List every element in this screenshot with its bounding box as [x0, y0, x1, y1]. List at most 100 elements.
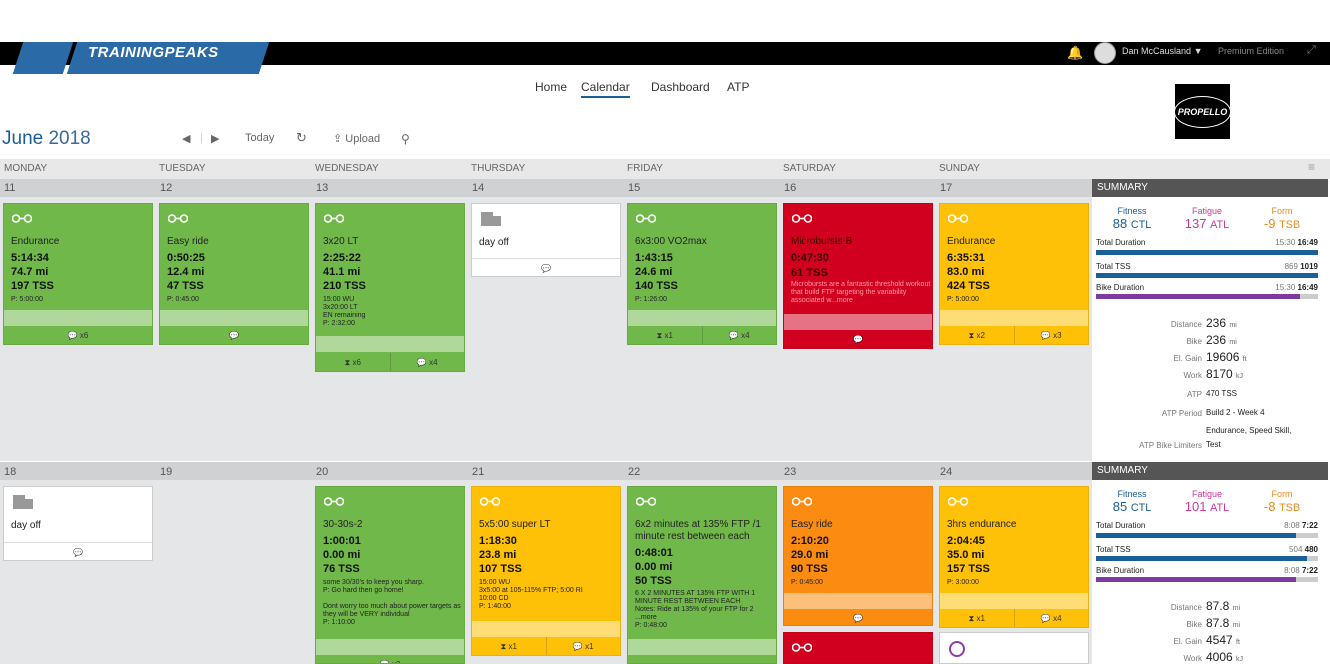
- date-number: 17: [940, 182, 953, 194]
- attachments-count[interactable]: ⧗ x1: [656, 331, 673, 340]
- workout-tss: 61 TSS: [791, 267, 828, 279]
- comments-count[interactable]: 💬 x4: [389, 353, 465, 371]
- workout-card[interactable]: Easy ride 0:50:25 12.4 mi 47 TSS P: 0:45…: [159, 203, 309, 345]
- day-off-card[interactable]: day off 💬: [3, 486, 153, 561]
- user-menu[interactable]: Dan McCausland ▼: [1122, 46, 1202, 56]
- workout-planned: P: 5:00:00: [11, 296, 43, 303]
- atp-value: 470 TSS: [1206, 389, 1237, 398]
- prev-week-button[interactable]: ◀: [182, 133, 191, 145]
- day-off-title: day off: [479, 237, 509, 248]
- workout-card[interactable]: 5x5:00 super LT 1:18:30 23.8 mi 107 TSS …: [471, 486, 621, 656]
- expand-icon[interactable]: ⤢: [1307, 44, 1316, 56]
- day-off-card[interactable]: day off 💬: [471, 203, 621, 277]
- workout-footer[interactable]: ⧗ x6 💬 x4: [316, 353, 465, 371]
- workout-duration: 1:43:15: [635, 252, 673, 264]
- upload-button[interactable]: ⇪ Upload: [333, 132, 380, 145]
- attachments-count[interactable]: ⧗ x1: [500, 642, 517, 651]
- day-label: TUESDAY: [159, 163, 206, 174]
- workout-card[interactable]: [783, 632, 933, 664]
- today-button[interactable]: Today: [245, 132, 275, 144]
- nav-atp[interactable]: ATP: [727, 80, 750, 94]
- nav-home[interactable]: Home: [535, 80, 568, 94]
- comment-icon[interactable]: 💬: [853, 614, 863, 623]
- workout-card[interactable]: 6x3:00 VO2max 1:43:15 24.6 mi 140 TSS P:…: [627, 203, 777, 345]
- workout-card[interactable]: [939, 632, 1089, 664]
- comments-count[interactable]: 💬 x3: [1013, 326, 1089, 344]
- workout-tss: 107 TSS: [479, 563, 522, 575]
- nav-dashboard[interactable]: Dashboard: [651, 80, 710, 94]
- workout-footer[interactable]: 💬 x6: [4, 326, 152, 344]
- workout-planned: P: 5:00:00: [947, 296, 979, 303]
- workout-footer[interactable]: ⧗ x1 💬 x4: [628, 326, 777, 344]
- comments-count[interactable]: 💬 x1: [545, 637, 621, 655]
- workout-description: Microbursts are a fantastic threshold wo…: [791, 281, 931, 304]
- attachments-count[interactable]: ⧗ x2: [968, 331, 985, 340]
- workout-tss: 50 TSS: [635, 575, 672, 587]
- comment-icon[interactable]: 💬: [73, 548, 83, 557]
- bike-duration-row: Bike Duration 15:30 16:49: [1096, 283, 1318, 292]
- workout-card[interactable]: 6x2 minutes at 135% FTP /1 minute rest b…: [627, 486, 777, 664]
- comment-icon[interactable]: 💬: [853, 335, 863, 344]
- attachments-count[interactable]: ⧗ x1: [968, 614, 985, 623]
- workout-card[interactable]: Endurance 6:35:31 83.0 mi 424 TSS P: 5:0…: [939, 203, 1089, 345]
- workout-duration: 2:10:20: [791, 535, 829, 547]
- workout-tss: 76 TSS: [323, 563, 360, 575]
- workout-footer[interactable]: ⧗ x1 💬 x1: [472, 637, 621, 655]
- bike-icon: [636, 214, 656, 223]
- day-off-title: day off: [11, 520, 41, 531]
- workout-title: 3hrs endurance: [947, 519, 1017, 530]
- menu-icon[interactable]: ≡: [1308, 160, 1316, 174]
- workout-title: Easy ride: [791, 519, 833, 530]
- search-icon[interactable]: ⚲: [401, 132, 410, 146]
- app-logo[interactable]: TRAININGPEAKS: [88, 44, 219, 61]
- workout-distance: 41.1 mi: [323, 266, 361, 278]
- workout-tss: 210 TSS: [323, 280, 366, 292]
- nav-calendar[interactable]: Calendar: [581, 80, 630, 98]
- distance-label: Distance: [1170, 603, 1202, 612]
- workout-footer[interactable]: ⧗ x1 💬 x4: [940, 609, 1089, 627]
- refresh-icon[interactable]: ↻: [296, 130, 307, 145]
- workout-footer[interactable]: 💬 x2: [316, 655, 464, 663]
- comments-count[interactable]: 💬 x4: [1013, 609, 1089, 627]
- workout-card[interactable]: Endurance 5:14:34 74.7 mi 197 TSS P: 5:0…: [3, 203, 153, 345]
- workout-graph: [628, 310, 776, 326]
- notification-bell-icon[interactable]: 🔔: [1067, 45, 1084, 60]
- workout-card[interactable]: Easy ride 2:10:20 29.0 mi 90 TSS P: 0:45…: [783, 486, 933, 626]
- comment-icon[interactable]: 💬: [541, 264, 551, 273]
- card-footer[interactable]: 💬: [472, 258, 620, 276]
- workout-card[interactable]: Microbursts B 0:47:30 61 TSS Microbursts…: [783, 203, 933, 349]
- workout-duration: 6:35:31: [947, 252, 985, 264]
- bike-duration-progress: [1096, 577, 1318, 582]
- tss-progress: [1096, 273, 1318, 278]
- day-label: THURSDAY: [471, 163, 526, 174]
- bike-icon: [480, 497, 500, 506]
- top-bar: [0, 42, 1330, 65]
- comment-icon: 💬: [67, 331, 78, 340]
- workout-duration: 5:14:34: [11, 252, 49, 264]
- comments-count[interactable]: 💬 x6: [67, 331, 89, 340]
- workout-card[interactable]: 30-30s-2 1:00:01 0.00 mi 76 TSS some 30/…: [315, 486, 465, 664]
- distance-value: 236 mi: [1206, 316, 1237, 330]
- comments-count[interactable]: 💬 x4: [701, 326, 777, 344]
- workout-footer[interactable]: 💬: [160, 326, 308, 344]
- date-number: 16: [784, 182, 797, 194]
- workout-footer[interactable]: 💬: [784, 330, 932, 348]
- comment-icon[interactable]: 💬: [229, 331, 239, 340]
- workout-title: Endurance: [947, 236, 996, 247]
- comments-count[interactable]: 💬 x2: [316, 655, 464, 663]
- date-band: [0, 462, 1092, 480]
- form-metric: Form -8 TSB: [1263, 489, 1301, 514]
- elevation-label: El. Gain: [1173, 354, 1202, 363]
- workout-graph: [940, 593, 1088, 609]
- attachments-count[interactable]: ⧗ x6: [344, 358, 361, 367]
- workout-footer[interactable]: ⧗ x2 💬 x3: [940, 326, 1089, 344]
- date-number: 14: [472, 182, 485, 194]
- workout-card[interactable]: 3x20 LT 2:25:22 41.1 mi 210 TSS 15:00 WU…: [315, 203, 465, 372]
- upload-icon: ⇪: [333, 133, 343, 145]
- card-footer[interactable]: 💬: [4, 542, 152, 560]
- next-week-button[interactable]: ▶: [211, 133, 220, 145]
- avatar[interactable]: [1094, 42, 1116, 64]
- workout-card[interactable]: 3hrs endurance 2:04:45 35.0 mi 157 TSS P…: [939, 486, 1089, 628]
- total-duration-row: Total Duration 8:08 7:22: [1096, 521, 1318, 530]
- workout-footer[interactable]: 💬: [784, 609, 932, 625]
